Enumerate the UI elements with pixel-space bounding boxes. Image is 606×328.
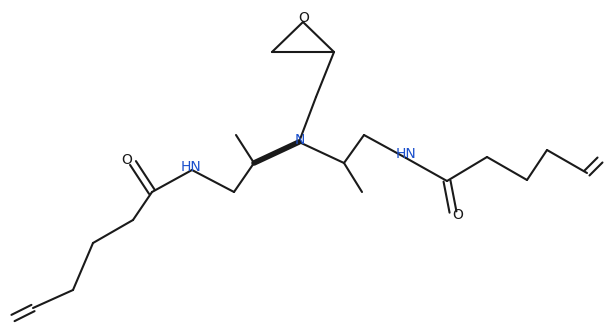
Text: O: O: [453, 208, 464, 222]
Text: O: O: [122, 153, 133, 167]
Text: O: O: [299, 11, 310, 25]
Text: HN: HN: [181, 160, 201, 174]
Text: N: N: [295, 133, 305, 147]
Text: HN: HN: [396, 147, 416, 161]
